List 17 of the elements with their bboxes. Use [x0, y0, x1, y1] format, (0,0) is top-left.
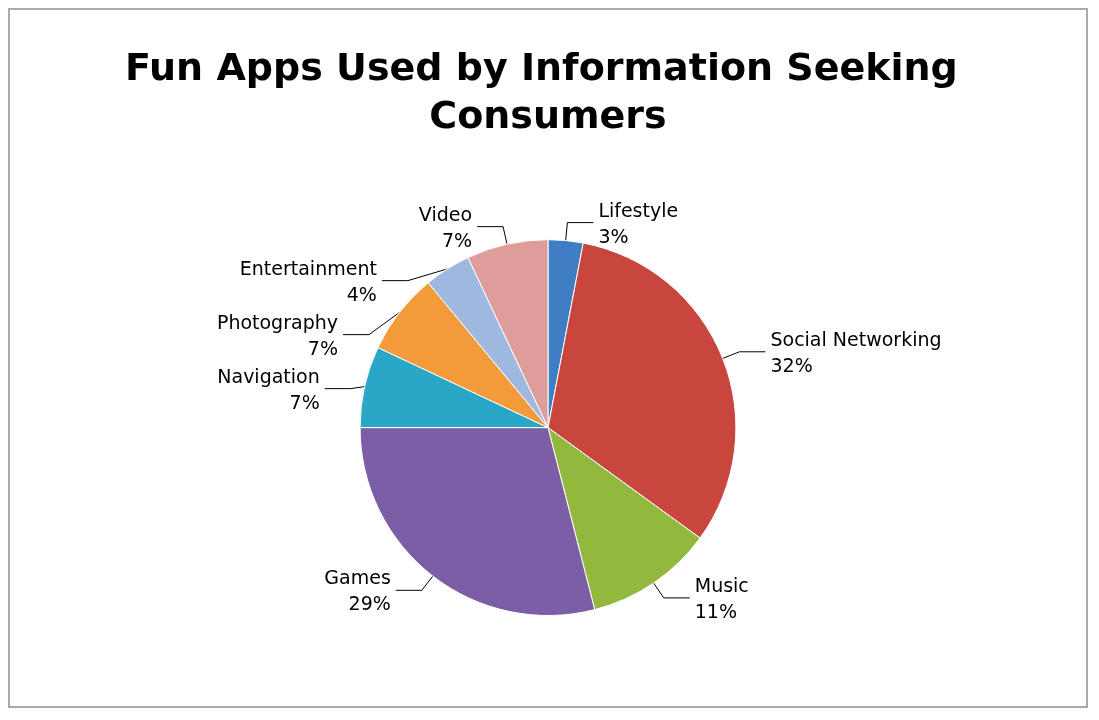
slice-label: Games	[324, 566, 391, 589]
data-label: 29%	[348, 592, 391, 615]
slice-label: Photography	[216, 310, 338, 333]
slice-label: Navigation	[217, 364, 320, 387]
data-label: 32%	[770, 353, 813, 376]
slice-label: Entertainment	[239, 256, 377, 279]
data-label: 7%	[289, 390, 320, 413]
slice-label: Video	[418, 202, 473, 225]
slice-label: Social Networking	[770, 327, 942, 350]
data-label: 7%	[441, 228, 473, 251]
chart-title: Fun Apps Used by Information Seeking Consumers	[124, 45, 972, 137]
data-label: 3%	[598, 224, 629, 247]
data-label: 11%	[694, 599, 737, 622]
data-label: 4%	[346, 282, 377, 305]
data-label: 7%	[307, 336, 338, 359]
slice-label: Lifestyle	[598, 198, 679, 221]
slice-label: Music	[694, 573, 749, 596]
